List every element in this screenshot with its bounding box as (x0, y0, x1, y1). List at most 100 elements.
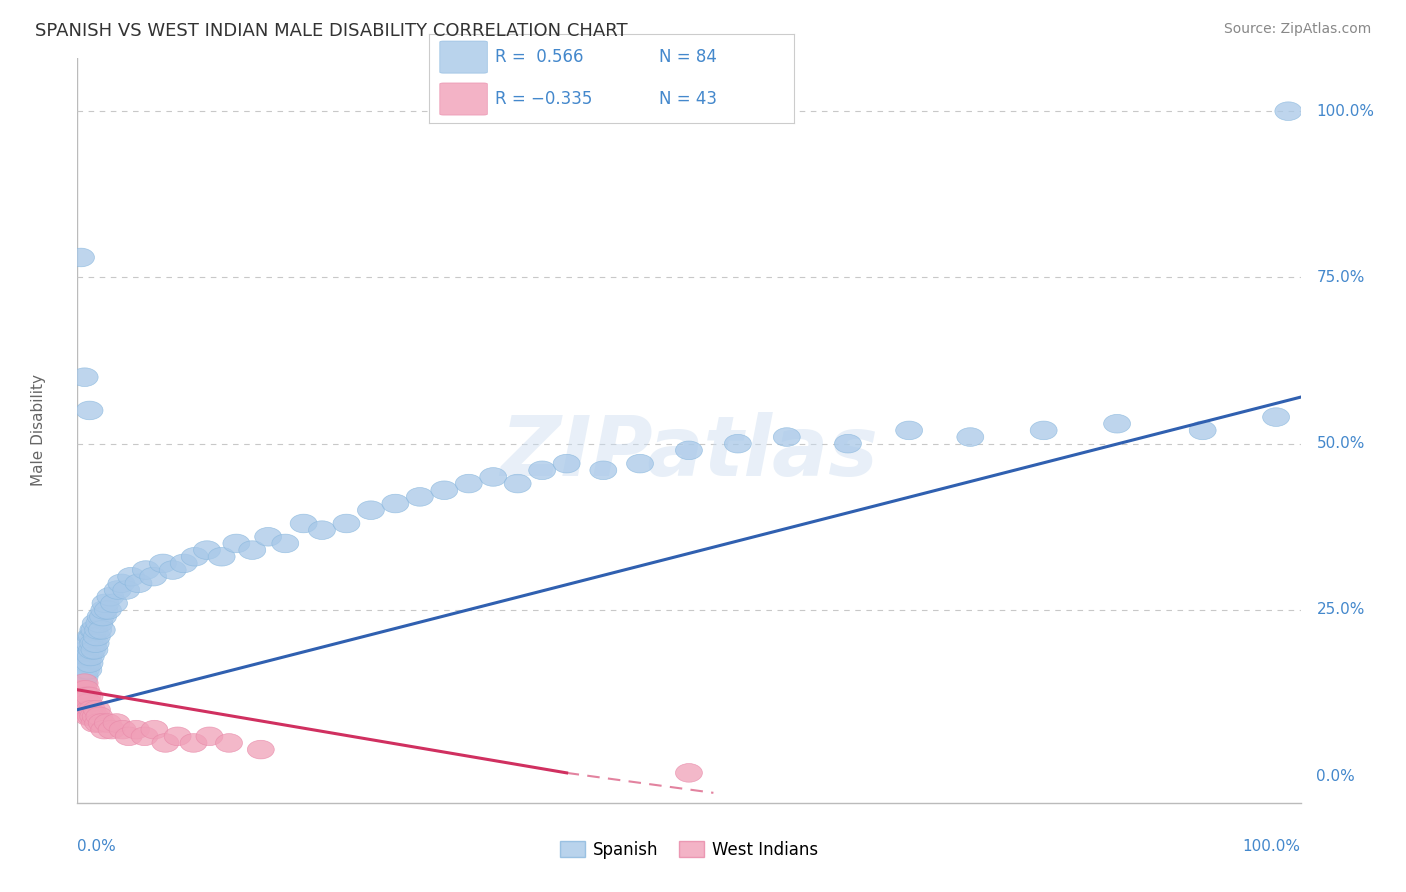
Ellipse shape (110, 721, 136, 739)
Text: N = 84: N = 84 (659, 48, 717, 66)
Ellipse shape (382, 494, 409, 513)
Ellipse shape (724, 434, 751, 453)
Ellipse shape (70, 694, 97, 713)
Ellipse shape (112, 581, 139, 599)
Ellipse shape (290, 514, 318, 533)
Ellipse shape (103, 714, 129, 732)
Ellipse shape (139, 567, 167, 586)
Ellipse shape (72, 700, 98, 719)
Ellipse shape (70, 673, 97, 692)
Ellipse shape (479, 467, 506, 486)
Ellipse shape (79, 627, 105, 646)
Ellipse shape (69, 667, 96, 686)
Ellipse shape (72, 687, 98, 706)
Ellipse shape (86, 707, 112, 726)
Ellipse shape (125, 574, 152, 592)
Text: 25.0%: 25.0% (1316, 602, 1365, 617)
Ellipse shape (80, 634, 107, 653)
FancyBboxPatch shape (440, 41, 488, 73)
Ellipse shape (553, 454, 581, 473)
Ellipse shape (97, 587, 124, 606)
Text: 100.0%: 100.0% (1243, 839, 1301, 855)
Ellipse shape (152, 733, 179, 752)
Ellipse shape (627, 454, 654, 473)
Ellipse shape (72, 368, 98, 386)
Ellipse shape (73, 648, 100, 665)
Text: R =  0.566: R = 0.566 (495, 48, 583, 66)
Ellipse shape (957, 428, 984, 446)
Ellipse shape (308, 521, 336, 540)
Ellipse shape (72, 654, 98, 673)
Ellipse shape (86, 614, 112, 632)
Ellipse shape (215, 733, 242, 752)
Ellipse shape (66, 673, 93, 692)
Ellipse shape (70, 681, 97, 699)
Ellipse shape (82, 707, 110, 726)
Ellipse shape (271, 534, 298, 553)
Ellipse shape (73, 694, 100, 713)
Ellipse shape (83, 627, 110, 646)
Text: R = −0.335: R = −0.335 (495, 90, 592, 108)
Ellipse shape (406, 488, 433, 506)
Ellipse shape (170, 554, 197, 573)
Ellipse shape (67, 248, 94, 267)
Ellipse shape (165, 727, 191, 746)
Ellipse shape (675, 441, 703, 459)
Text: 75.0%: 75.0% (1316, 270, 1365, 285)
Ellipse shape (131, 727, 157, 746)
Ellipse shape (75, 694, 101, 713)
Ellipse shape (67, 681, 94, 699)
Ellipse shape (115, 727, 142, 746)
Ellipse shape (456, 475, 482, 493)
Ellipse shape (69, 687, 96, 706)
Ellipse shape (98, 721, 125, 739)
Ellipse shape (1104, 415, 1130, 433)
Ellipse shape (75, 707, 101, 726)
Ellipse shape (208, 548, 235, 566)
Ellipse shape (1189, 421, 1216, 440)
Ellipse shape (896, 421, 922, 440)
Ellipse shape (73, 660, 100, 679)
Ellipse shape (67, 681, 94, 699)
Ellipse shape (82, 621, 108, 640)
Ellipse shape (76, 634, 103, 653)
Ellipse shape (84, 714, 111, 732)
Ellipse shape (254, 527, 281, 546)
Ellipse shape (195, 727, 224, 746)
Ellipse shape (79, 700, 105, 719)
Ellipse shape (132, 561, 159, 580)
Ellipse shape (141, 721, 167, 739)
Ellipse shape (77, 707, 104, 726)
Ellipse shape (72, 667, 98, 686)
Ellipse shape (333, 514, 360, 533)
Ellipse shape (70, 660, 97, 679)
Ellipse shape (73, 640, 101, 659)
Ellipse shape (83, 700, 110, 719)
Ellipse shape (66, 687, 93, 706)
Text: ZIPatlas: ZIPatlas (501, 412, 877, 493)
Ellipse shape (76, 700, 103, 719)
Ellipse shape (108, 574, 135, 592)
Legend: Spanish, West Indians: Spanish, West Indians (553, 834, 825, 865)
Ellipse shape (1275, 102, 1302, 120)
Ellipse shape (91, 594, 120, 613)
Ellipse shape (773, 428, 800, 446)
Ellipse shape (529, 461, 555, 480)
Text: SPANISH VS WEST INDIAN MALE DISABILITY CORRELATION CHART: SPANISH VS WEST INDIAN MALE DISABILITY C… (35, 22, 627, 40)
Ellipse shape (104, 581, 131, 599)
Ellipse shape (591, 461, 617, 480)
Text: 0.0%: 0.0% (77, 839, 117, 855)
Ellipse shape (77, 648, 104, 665)
Text: N = 43: N = 43 (659, 90, 717, 108)
Ellipse shape (67, 694, 94, 713)
Ellipse shape (80, 621, 107, 640)
Ellipse shape (77, 627, 104, 646)
Ellipse shape (89, 621, 115, 640)
Ellipse shape (94, 600, 121, 619)
Ellipse shape (430, 481, 458, 500)
Ellipse shape (76, 401, 103, 420)
Ellipse shape (1263, 408, 1289, 426)
Ellipse shape (94, 714, 121, 732)
Ellipse shape (73, 687, 101, 706)
Ellipse shape (194, 541, 221, 559)
